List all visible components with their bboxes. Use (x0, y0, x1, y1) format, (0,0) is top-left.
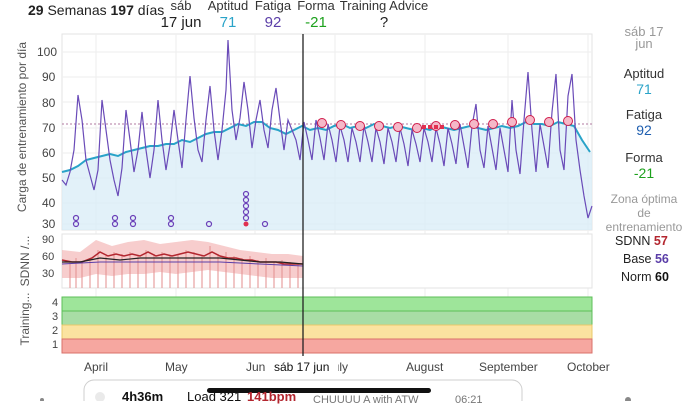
days-count: 197 (110, 2, 134, 18)
header-date-day: sáb (170, 0, 192, 13)
side-norm-label: Norm (621, 270, 652, 284)
activity-dots (72, 190, 269, 228)
activity-duration: 4h36m (122, 389, 164, 404)
fatiga-markers (317, 115, 573, 133)
aptitud-line (61, 120, 591, 173)
advice-level-1: 1 (52, 339, 59, 351)
side-date: sáb 17 jun (598, 24, 690, 51)
xlabel-april: April (84, 360, 109, 374)
xlabel-today: sáb 17 jun (274, 360, 330, 374)
header-date: sáb 17 jun (158, 0, 204, 31)
side-aptitud-value: 71 (636, 81, 652, 97)
aptitud-area (62, 122, 592, 230)
side-norm: Norm 60 (621, 270, 669, 284)
header-fatiga-label: Fatiga (254, 0, 292, 13)
xlabel-july: July (338, 360, 348, 374)
ytick-30: 30 (42, 217, 56, 231)
side-optimal-zone: Zona óptima de entrenamiento (598, 192, 690, 234)
header-fatiga-value: 92 (264, 14, 282, 31)
advice-level-4: 4 (52, 297, 59, 309)
hrv-ytick-60: 60 (42, 251, 55, 263)
header-forma-label: Forma (297, 0, 335, 13)
ytick-60: 60 (42, 146, 56, 160)
advice-level-2: 2 (52, 325, 59, 337)
corner-dot-left (40, 398, 44, 401)
side-base-value: 56 (654, 252, 669, 266)
ytick-100: 100 (37, 45, 58, 59)
fatiga-line (61, 39, 593, 219)
advice-band-1 (61, 338, 593, 354)
side-forma: Forma -21 (598, 150, 690, 181)
hrv-norm-line (62, 257, 304, 265)
top-header: 29 Semanas 197 días sáb 17 jun Aptitud 7… (0, 0, 690, 34)
weeks-days-summary: 29 Semanas 197 días (28, 2, 164, 18)
side-fatiga: Fatiga 92 (598, 107, 690, 138)
ytick-50: 50 (42, 171, 56, 185)
header-forma: Forma -21 (296, 0, 336, 31)
side-forma-value: -21 (633, 165, 655, 181)
activity-load: Load 321 (187, 389, 242, 404)
weeks-count: 29 (28, 2, 44, 18)
advice-band-2 (61, 324, 593, 340)
xlabel-august: August (406, 360, 444, 374)
side-date-day: sáb 17 (624, 24, 664, 39)
header-date-value: 17 jun (160, 14, 202, 31)
hrv-base-line (61, 261, 304, 267)
side-base: Base 56 (623, 252, 669, 266)
activity-bpm: 141bpm (247, 389, 297, 404)
scroll-handle (207, 388, 431, 393)
activity-extra: CHUUUU A with ATW (313, 394, 419, 406)
xlabel-october: October (567, 360, 610, 374)
header-aptitud-label: Aptitud (207, 0, 249, 13)
activity-extra-time: 06:21 (455, 394, 483, 406)
corner-dot-right (625, 397, 631, 401)
side-sdnn-value: 57 (653, 234, 668, 248)
side-sdnn: SDNN 57 (615, 234, 668, 248)
header-forma-value: -21 (305, 14, 327, 31)
side-zone-line3: entrenamiento (605, 220, 683, 234)
side-zone-line1: Zona óptima (610, 192, 678, 206)
advice-level-3: 3 (52, 311, 59, 323)
side-fatiga-label: Fatiga (625, 107, 663, 122)
ytick-80: 80 (42, 96, 56, 110)
side-aptitud-label: Aptitud (623, 66, 665, 81)
ytick-70: 70 (42, 121, 56, 135)
activity-icon (95, 392, 105, 401)
advice-band-3 (61, 310, 593, 326)
hrv-bars (69, 246, 299, 288)
weeks-label: Semanas (47, 2, 107, 18)
header-fatiga: Fatiga 92 (252, 0, 294, 31)
hrv-ytick-30: 30 (42, 268, 55, 280)
header-advice-label: Training Advice (339, 0, 429, 13)
side-aptitud: Aptitud 71 (598, 66, 690, 97)
advice-band-4 (61, 296, 593, 312)
side-date-month: jun (635, 36, 653, 51)
days-label: días (137, 2, 165, 18)
hrv-ytick-90: 90 (42, 234, 55, 246)
side-zone-line2: de (637, 206, 651, 220)
header-advice-value: ? (379, 14, 389, 31)
header-aptitud-value: 71 (219, 14, 237, 31)
activity-dot-red (243, 221, 249, 227)
side-base-label: Base (623, 252, 652, 266)
header-training-advice: Training Advice ? (338, 0, 430, 31)
side-fatiga-value: 92 (636, 122, 652, 138)
header-aptitud: Aptitud 71 (205, 0, 251, 31)
fatiga-small-markers (422, 125, 444, 129)
xlabel-jun: Jun (246, 360, 266, 374)
ytick-90: 90 (42, 70, 56, 84)
xlabel-may: May (165, 360, 188, 374)
ytick-40: 40 (42, 196, 56, 210)
side-forma-label: Forma (625, 150, 663, 165)
xlabel-september: September (479, 360, 538, 374)
side-sdnn-label: SDNN (615, 234, 651, 248)
side-norm-value: 60 (655, 270, 669, 284)
